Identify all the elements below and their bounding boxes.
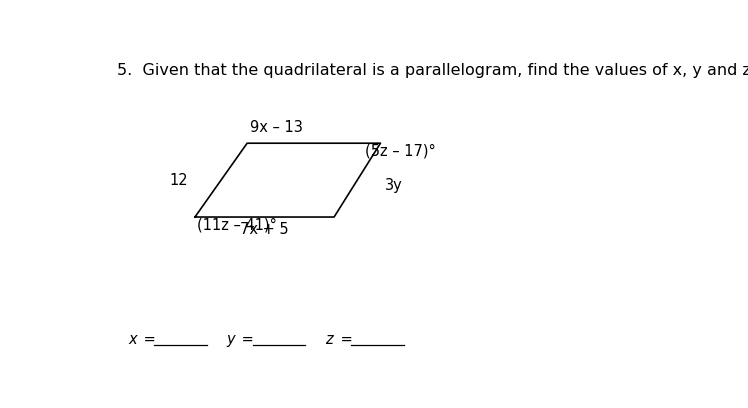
Text: =: = [336, 332, 352, 347]
Text: =: = [237, 332, 254, 347]
Text: 12: 12 [169, 173, 188, 188]
Text: z: z [325, 332, 333, 347]
Text: 3y: 3y [384, 178, 402, 193]
Text: 9x – 13: 9x – 13 [250, 120, 302, 135]
Text: y: y [227, 332, 236, 347]
Text: =: = [138, 332, 156, 347]
Text: 5.  Given that the quadrilateral is a parallelogram, find the values of x, y and: 5. Given that the quadrilateral is a par… [117, 63, 748, 78]
Text: (11z – 41)°: (11z – 41)° [197, 218, 277, 233]
Text: 7x + 5: 7x + 5 [240, 222, 289, 237]
Text: (5z – 17)°: (5z – 17)° [365, 143, 435, 158]
Text: x: x [129, 332, 137, 347]
